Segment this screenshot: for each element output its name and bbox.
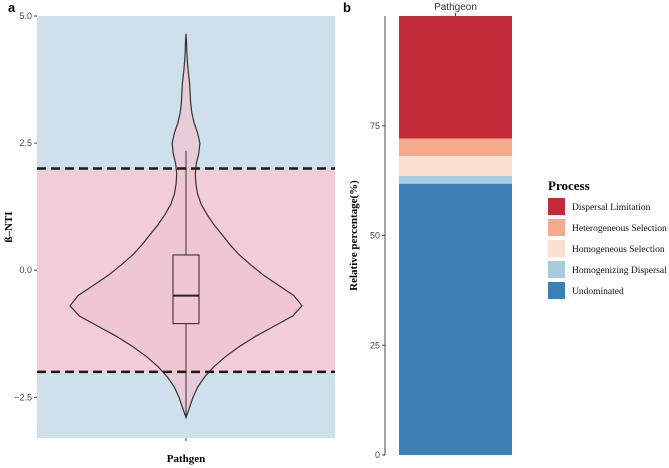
legend-label-homogenizing-dispersal: Homogenizing Dispersal [572, 266, 667, 276]
legend: Process Dispersal Limitation Heterogeneou… [548, 178, 667, 299]
y-tick-label: 0.0 [19, 265, 32, 275]
bar-segment-dispersal-limitation [399, 16, 512, 139]
bar-segment-undominated [399, 183, 512, 455]
x-axis-label: Pathgen [167, 453, 206, 465]
legend-label-heterogeneous-selection: Heterogeneous Selection [572, 224, 667, 234]
y-tick-label: 0 [375, 450, 380, 460]
y-axis: −2.5 0.0 2.5 5.0 [14, 11, 37, 402]
boxplot-box [172, 254, 200, 325]
y-tick-label: 2.5 [19, 138, 32, 148]
legend-swatch-undominated [548, 282, 565, 299]
legend-label-undominated: Undominated [572, 287, 624, 297]
legend-title: Process [548, 178, 590, 193]
legend-swatch-heterogeneous-selection [548, 219, 565, 236]
legend-swatch-homogeneous-selection [548, 240, 565, 257]
y-tick-label: 5.0 [19, 11, 32, 21]
y-tick-label: 25 [370, 340, 380, 350]
y-axis-label: Relative percentage(%) [348, 180, 360, 291]
x-axis: Pathgen [167, 438, 206, 465]
panel-label-b: b [343, 0, 351, 15]
bar-segment-homogeneous-selection [399, 156, 512, 176]
panel-label-a: a [8, 0, 16, 15]
legend-swatch-homogenizing-dispersal [548, 261, 565, 278]
legend-label-dispersal-limitation: Dispersal Limitation [572, 203, 651, 213]
bar-segment-homogenizing-dispersal [399, 175, 512, 184]
legend-swatch-dispersal-limitation [548, 198, 565, 215]
bar-segment-heterogeneous-selection [399, 138, 512, 157]
y-tick-label: 50 [370, 231, 380, 241]
stacked-bar [399, 16, 512, 455]
y-tick-label: −2.5 [14, 392, 32, 402]
violin-panel: a −2.5 0.0 2.5 5.0 Pathgen ß–NTI [3, 0, 335, 465]
legend-label-homogeneous-selection: Homogeneous Selection [572, 245, 665, 255]
y-tick-label: 75 [370, 121, 380, 131]
bar-category-title: Pathgeon [434, 2, 477, 13]
y-axis: 0 25 50 75 [370, 16, 386, 460]
stacked-bar-panel: b Pathgeon 0 25 50 75 Relative percentage(%… [343, 0, 512, 460]
y-axis-label: ß–NTI [3, 211, 15, 242]
